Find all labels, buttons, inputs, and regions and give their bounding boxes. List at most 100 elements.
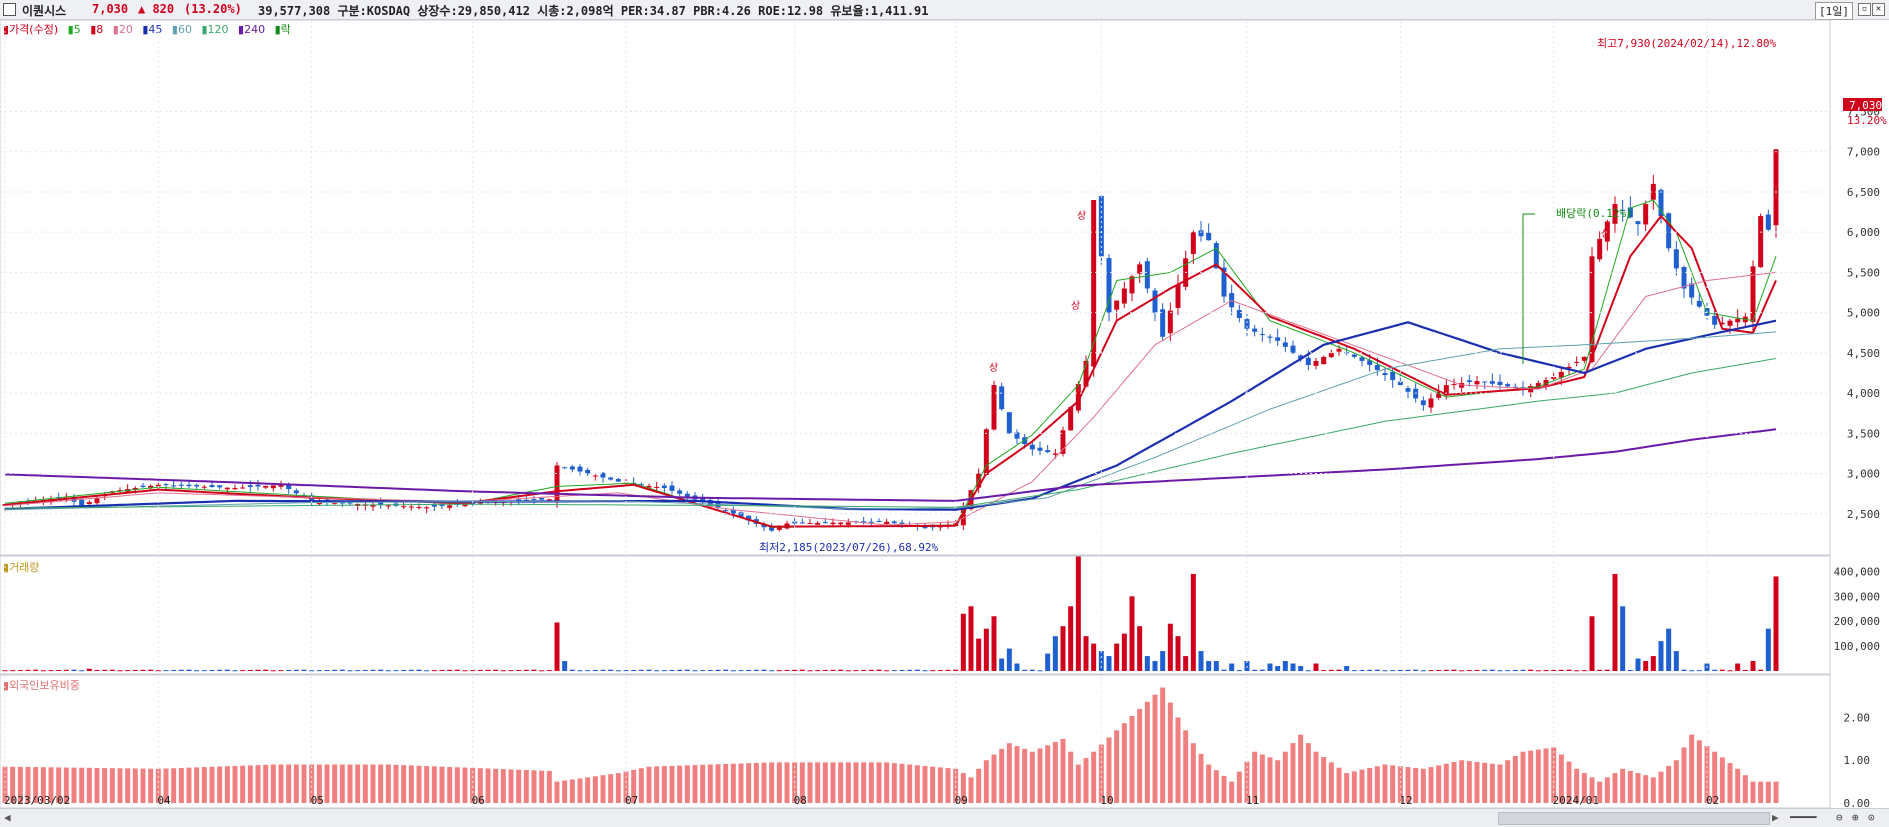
candle-body (240, 487, 246, 489)
volume-y-tick-label: 200,000 (1834, 615, 1880, 628)
volume-bar (838, 669, 844, 671)
candle-body (247, 485, 253, 487)
volume-bar (608, 669, 614, 671)
stock-chart[interactable]: 2,500 3,000 3,500 4,000 4,500 5,000 5,500 6,000… (0, 19, 1889, 809)
foreign-ownership-bar (293, 764, 299, 803)
foreign-ownership-bar (1175, 717, 1181, 803)
volume-bar (1758, 669, 1764, 671)
foreign-ownership-bar (999, 748, 1005, 803)
foreign-ownership-bar (508, 769, 514, 803)
candle-body (2, 504, 8, 506)
volume-bar (439, 669, 445, 671)
volume-bar (807, 670, 813, 672)
candle-body (876, 520, 882, 522)
foreign-ownership-bar (1413, 767, 1419, 803)
foreign-ownership-bar (769, 762, 775, 803)
foreign-ownership-bar (424, 766, 430, 803)
volume-bar (876, 669, 882, 671)
candle-body (983, 429, 989, 476)
volume-bar (1328, 669, 1334, 671)
scroll-left-icon[interactable]: ◀ (4, 811, 11, 824)
up-marker-3: 상 (989, 362, 998, 374)
foreign-ownership-bar (654, 766, 660, 803)
volume-bar (1167, 623, 1173, 671)
volume-bar (56, 669, 62, 671)
candle-body (217, 485, 223, 488)
candle-body (960, 506, 966, 526)
volume-bar (968, 606, 974, 671)
volume-bar (700, 670, 706, 672)
foreign-ownership-bar (991, 754, 997, 803)
volume-bar (477, 669, 483, 671)
foreign-ownership-bar (1290, 743, 1296, 803)
foreign-ownership-bar (163, 768, 169, 803)
volume-bar (1114, 643, 1120, 671)
volume-bar (516, 669, 522, 671)
ma5-line (4, 199, 1777, 528)
volume-bar (447, 669, 453, 671)
candle-body (1121, 288, 1127, 304)
candle-body (1091, 200, 1097, 367)
candle-body (891, 521, 897, 524)
zoom-out-icon[interactable]: ⊖ (1836, 811, 1843, 824)
foreign-ownership-bar (669, 765, 675, 803)
candle-body (1298, 355, 1304, 359)
price-panel-frame (0, 19, 1831, 556)
foreign-ownership-bar (1620, 768, 1626, 803)
x-tick-label: 09 (955, 794, 968, 807)
x-tick-label: 11 (1246, 794, 1259, 807)
scroll-right-icon[interactable]: ▶ (1772, 811, 1779, 824)
candle-body (1006, 412, 1012, 434)
volume-bar (999, 658, 1005, 671)
volume-bar (1742, 669, 1748, 671)
close-icon[interactable]: ✕ (1872, 3, 1885, 16)
candle-body (838, 522, 844, 525)
volume-bar (1558, 669, 1564, 671)
volume-bar (1459, 670, 1465, 672)
select-checkbox[interactable] (3, 3, 16, 16)
candle-body (232, 488, 238, 490)
x-tick-label: 08 (794, 794, 807, 807)
volume-bar (40, 670, 46, 672)
x-tick-label: 02 (1706, 794, 1719, 807)
current-price-label: 7,030 (1849, 99, 1882, 112)
zoom-slider-icon[interactable]: ━━━━ (1790, 811, 1817, 824)
volume-bar (240, 670, 246, 672)
foreign-ownership-bar (1313, 751, 1319, 803)
foreign-ownership-bar (569, 779, 575, 803)
volume-bar (1221, 669, 1227, 671)
period-selector[interactable]: [1일] (1815, 2, 1853, 20)
volume-bar (853, 670, 859, 672)
volume-bar (1574, 670, 1580, 672)
candle-body (1735, 318, 1741, 323)
foreign-ownership-bar (1267, 757, 1273, 803)
volume-bar (715, 669, 721, 671)
x-tick-label: 05 (311, 794, 324, 807)
foreign-ownership-bar (201, 767, 207, 803)
candle-body (462, 503, 468, 507)
zoom-reset-icon[interactable]: ⊙ (1868, 811, 1875, 824)
volume-bar (822, 669, 828, 671)
candle-body (263, 485, 269, 488)
foreign-ownership-bar (1451, 761, 1457, 803)
restore-icon[interactable]: ▫ (1858, 3, 1871, 16)
ma120-line (5, 358, 1777, 509)
zoom-in-icon[interactable]: ⊕ (1852, 811, 1859, 824)
foreign-ownership-bar (1091, 751, 1097, 803)
foreign-ownership-bar (109, 768, 115, 803)
candle-body (1305, 357, 1311, 365)
candle-body (385, 505, 391, 507)
volume-bar (707, 669, 713, 671)
volume-bar (1183, 656, 1189, 671)
candle-body (1259, 334, 1265, 336)
volume-bar (1129, 596, 1135, 671)
foreign-ownership-bar (1696, 740, 1702, 803)
candle-body (1566, 366, 1572, 369)
scroll-thumb[interactable] (1498, 812, 1770, 825)
foreign-ownership-bar (1420, 768, 1426, 803)
foreign-ownership-bar (301, 764, 307, 803)
volume-bar (1689, 670, 1695, 672)
foreign-ownership-bar (1190, 743, 1196, 803)
candle-body (155, 484, 161, 487)
foreign-ownership-bar (539, 770, 545, 803)
